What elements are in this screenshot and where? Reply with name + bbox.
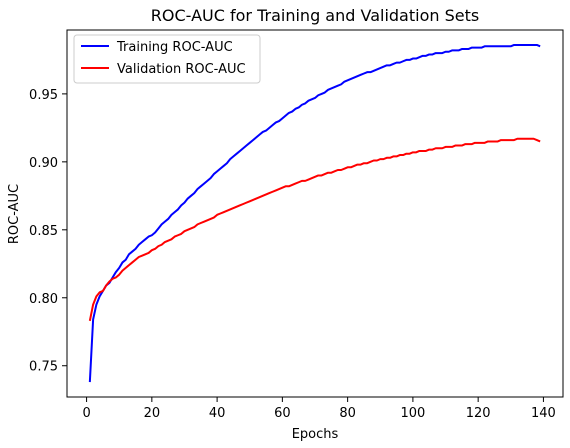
legend: Training ROC-AUC Validation ROC-AUC — [73, 34, 261, 84]
y-tick-label: 0.90 — [29, 156, 58, 171]
x-tick-label: 0 — [82, 406, 90, 421]
series-line-training — [88, 43, 541, 383]
legend-box — [73, 34, 261, 84]
x-tick-label: 60 — [274, 406, 291, 421]
x-tick-label: 120 — [466, 406, 491, 421]
x-axis-label: Epochs — [292, 427, 339, 442]
chart-title: ROC-AUC for Training and Validation Sets — [151, 6, 479, 25]
x-tick-label: 80 — [339, 406, 356, 421]
series-layer — [88, 43, 541, 383]
y-axis-label: ROC-AUC — [7, 184, 22, 244]
series-line-validation — [88, 137, 541, 322]
x-axis: 0 20 40 60 80 100 120 140 — [82, 397, 556, 421]
legend-label-validation: Validation ROC-AUC — [117, 62, 246, 77]
axes-frame — [66, 29, 564, 398]
plot-background — [67, 30, 563, 397]
x-tick-label: 140 — [531, 406, 556, 421]
x-tick-label: 100 — [400, 406, 425, 421]
y-tick-label: 0.95 — [29, 88, 58, 103]
plot-area — [66, 29, 564, 398]
y-tick-label: 0.75 — [29, 360, 58, 375]
y-axis: 0.75 0.80 0.85 0.90 0.95 — [29, 88, 67, 375]
y-tick-label: 0.80 — [29, 292, 58, 307]
x-tick-label: 40 — [209, 406, 226, 421]
x-tick-label: 20 — [144, 406, 161, 421]
legend-label-training: Training ROC-AUC — [116, 40, 233, 55]
y-tick-label: 0.85 — [29, 224, 58, 239]
